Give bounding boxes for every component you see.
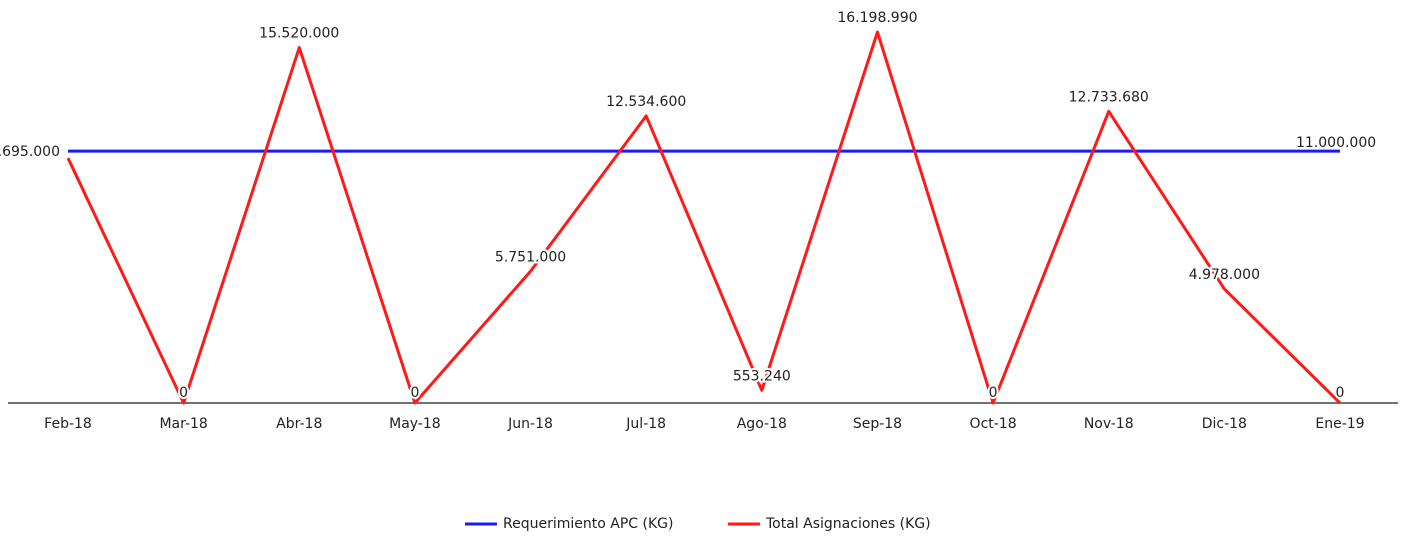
x-tick-label: Ene-19 [1315, 416, 1364, 432]
data-label: 11.000.000 [1296, 135, 1376, 151]
data-label: 0 [989, 385, 998, 401]
data-label: 12.534.600 [606, 94, 686, 110]
legend-label: Total Asignaciones (KG) [765, 516, 931, 532]
x-tick-label: Ago-18 [737, 416, 787, 432]
data-label: 5.751.000 [495, 249, 566, 265]
data-label: 4.978.000 [1189, 267, 1260, 283]
x-tick-label: Dic-18 [1202, 416, 1247, 432]
data-label: 553.240 [733, 368, 791, 384]
x-tick-label: Mar-18 [159, 416, 207, 432]
x-tick-label: Sep-18 [853, 416, 902, 432]
legend-label: Requerimiento APC (KG) [503, 516, 673, 532]
data-label: 15.520.000 [259, 26, 339, 42]
x-tick-label: Feb-18 [44, 416, 92, 432]
data-label: 10.695.000 [0, 144, 60, 160]
data-label: 0 [179, 385, 188, 401]
x-tick-label: Oct-18 [970, 416, 1017, 432]
x-tick-label: Jul-18 [625, 416, 666, 432]
data-label: 16.198.990 [837, 10, 917, 26]
data-label: 0 [410, 385, 419, 401]
x-tick-label: Abr-18 [276, 416, 322, 432]
x-tick-label: Jun-18 [507, 416, 553, 432]
series-line [66, 30, 1342, 405]
data-label: 12.733.680 [1069, 89, 1149, 105]
x-tick-label: May-18 [389, 416, 441, 432]
data-label: 0 [1336, 385, 1345, 401]
x-tick-label: Nov-18 [1084, 416, 1134, 432]
